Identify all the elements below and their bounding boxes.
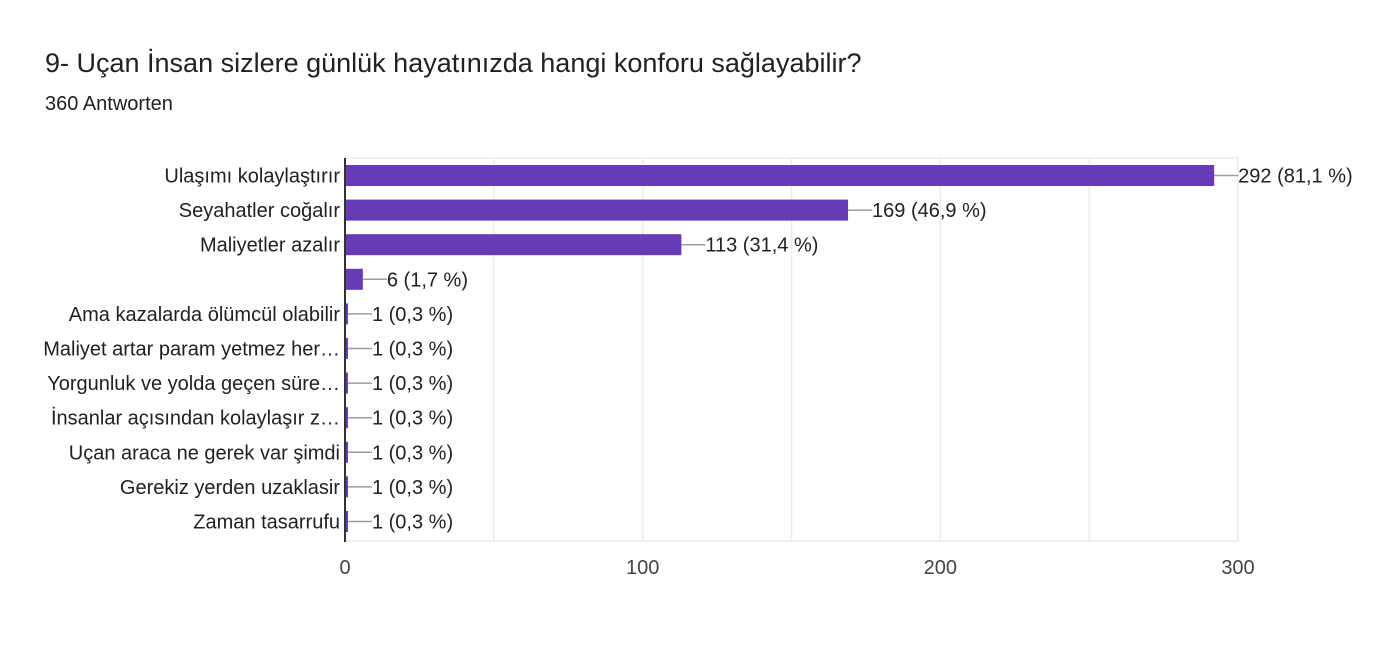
bar: [345, 476, 348, 498]
data-label: 1 (0,3 %): [372, 477, 453, 499]
data-label: 1 (0,3 %): [372, 512, 453, 534]
bar: [345, 234, 682, 256]
data-label: 292 (81,1 %): [1238, 166, 1353, 188]
data-label: 1 (0,3 %): [372, 408, 453, 430]
bar: [345, 511, 348, 532]
category-label: Ama kazalarda ölümcül olabilir: [69, 304, 341, 326]
category-label: Maliyet artar param yetmez her…: [43, 339, 340, 361]
category-label: Yorgunluk ve yolda geçen süre…: [47, 373, 340, 395]
category-label: Zaman tasarrufu: [193, 512, 340, 534]
x-tick-label: 100: [626, 557, 659, 579]
data-label: 1 (0,3 %): [372, 339, 453, 361]
chart-title: 9- Uçan İnsan sizlere günlük hayatınızda…: [45, 48, 862, 78]
category-label: İnsanlar açısından kolaylaşır z…: [51, 407, 340, 430]
data-label: 1 (0,3 %): [372, 442, 453, 464]
category-label: Uçan araca ne gerek var şimdi: [69, 442, 340, 464]
category-label: Ulaşımı kolaylaştırır: [164, 166, 340, 188]
data-label: 1 (0,3 %): [372, 304, 453, 326]
response-count: 360 Antworten: [45, 93, 173, 115]
x-tick-label: 200: [924, 557, 957, 579]
category-label: Maliyetler azalır: [200, 235, 340, 257]
data-label: 113 (31,4 %): [705, 235, 818, 257]
category-label: Seyahatler coğalır: [179, 200, 341, 222]
bar: [345, 338, 348, 359]
bar: [345, 407, 348, 429]
x-tick-label: 0: [339, 557, 350, 579]
bar: [345, 165, 1215, 186]
bar: [345, 199, 849, 221]
category-label: Gerekiz yerden uzaklasir: [120, 477, 340, 499]
data-label: 169 (46,9 %): [872, 200, 987, 222]
bar: [345, 372, 348, 394]
bar: [345, 303, 348, 325]
x-tick-label: 300: [1221, 557, 1254, 579]
bar: [345, 268, 363, 290]
data-label: 1 (0,3 %): [372, 373, 453, 395]
bar: [345, 441, 348, 463]
data-label: 6 (1,7 %): [387, 269, 468, 291]
